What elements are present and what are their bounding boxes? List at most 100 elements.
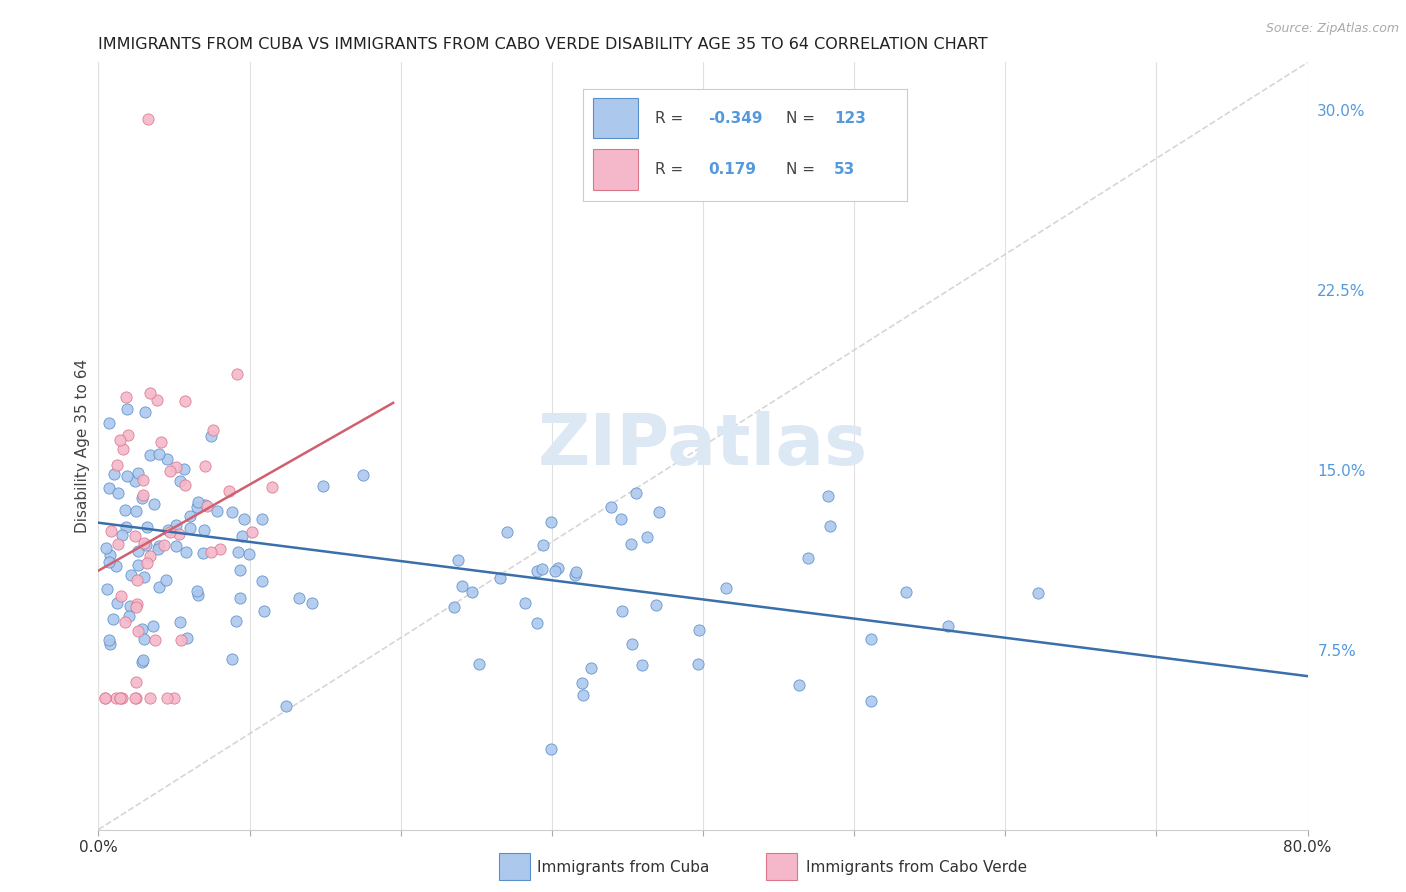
Cuba [495, 524, 517, 539]
Cuba [191, 546, 214, 560]
Verde [93, 690, 115, 705]
Verde [135, 556, 157, 570]
Cuba [139, 448, 162, 462]
Verde [159, 525, 181, 540]
Verde [167, 527, 190, 541]
Verde [127, 624, 149, 638]
Verde [93, 690, 115, 705]
Cuba [142, 497, 165, 511]
Cuba [447, 553, 470, 567]
Cuba [179, 521, 201, 535]
Cuba [114, 503, 136, 517]
Verde [107, 537, 129, 551]
Cuba [579, 661, 602, 675]
Verde [125, 600, 148, 615]
Verde [163, 690, 186, 705]
Cuba [155, 574, 177, 588]
Verde [132, 535, 155, 549]
Cuba [98, 637, 121, 651]
Cuba [131, 622, 153, 636]
Cuba [526, 564, 548, 578]
Cuba [173, 462, 195, 476]
Cuba [117, 469, 139, 483]
Text: N =: N = [786, 162, 820, 177]
Cuba [97, 416, 120, 430]
Cuba [131, 653, 153, 667]
Cuba [817, 489, 839, 503]
Verde [242, 524, 264, 539]
Cuba [200, 429, 222, 443]
Cuba [571, 675, 593, 690]
Cuba [146, 542, 169, 557]
Verde [125, 690, 148, 705]
Verde [114, 615, 136, 630]
Verde [152, 537, 174, 551]
Cuba [148, 580, 170, 594]
Cuba [136, 520, 159, 534]
Verde [108, 690, 131, 705]
Cuba [221, 505, 243, 519]
Cuba [228, 563, 250, 577]
Cuba [226, 545, 249, 559]
Verde [100, 524, 122, 539]
Cuba [531, 562, 554, 576]
Text: R =: R = [655, 111, 688, 126]
Cuba [488, 571, 510, 585]
Verde [131, 473, 153, 487]
Cuba [443, 599, 465, 614]
Cuba [274, 699, 297, 714]
Cuba [134, 405, 156, 419]
Text: IMMIGRANTS FROM CUBA VS IMMIGRANTS FROM CABO VERDE DISABILITY AGE 35 TO 64 CORRE: IMMIGRANTS FROM CUBA VS IMMIGRANTS FROM … [98, 37, 988, 52]
Cuba [231, 529, 253, 543]
Cuba [127, 558, 149, 573]
Cuba [689, 623, 711, 637]
Cuba [125, 504, 148, 518]
Cuba [165, 539, 187, 553]
Cuba [110, 528, 132, 542]
Cuba [127, 466, 149, 480]
Cuba [645, 598, 668, 612]
Verde [201, 424, 224, 438]
Cuba [253, 604, 276, 618]
Cuba [107, 595, 129, 609]
Cuba [96, 582, 118, 596]
Cuba [97, 632, 120, 647]
Cuba [142, 619, 165, 633]
Verde [200, 545, 222, 559]
Cuba [115, 402, 138, 417]
Verde [111, 690, 134, 705]
Cuba [118, 609, 141, 624]
Cuba [225, 614, 247, 628]
Verde [108, 433, 131, 447]
Verde [146, 393, 169, 408]
Cuba [461, 585, 484, 599]
Cuba [1026, 586, 1049, 600]
Cuba [132, 569, 155, 583]
Cuba [252, 574, 274, 588]
Cuba [120, 568, 142, 582]
Verde [138, 385, 160, 400]
Cuba [187, 494, 209, 508]
Verde [149, 435, 172, 450]
Cuba [127, 544, 149, 558]
Cuba [194, 498, 217, 512]
Cuba [186, 583, 208, 598]
Cuba [624, 486, 647, 500]
Cuba [859, 632, 882, 646]
Cuba [169, 474, 191, 488]
Verde [260, 480, 283, 494]
Verde [218, 483, 240, 498]
Verde [124, 529, 146, 543]
Cuba [193, 523, 215, 537]
Cuba [468, 657, 491, 672]
Verde [143, 633, 166, 648]
Cuba [544, 564, 567, 578]
Verde [125, 597, 148, 611]
Cuba [186, 500, 208, 515]
Cuba [107, 486, 129, 500]
Cuba [205, 504, 228, 518]
Verde [139, 690, 162, 705]
Cuba [98, 548, 121, 562]
Cuba [169, 615, 191, 629]
Text: R =: R = [655, 162, 693, 177]
